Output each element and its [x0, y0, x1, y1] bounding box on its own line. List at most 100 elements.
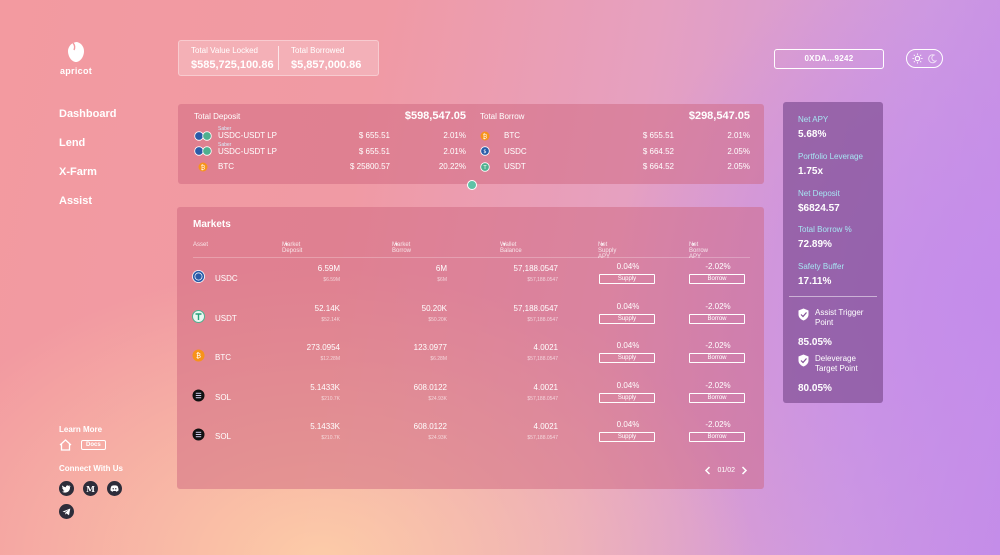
svg-text:T: T	[482, 165, 487, 171]
tvl-value: $585,725,100.86	[191, 59, 274, 71]
usdc-icon	[192, 270, 205, 283]
sort-caret-icon: ▼	[691, 242, 696, 248]
safety-buffer: Safety Buffer 17.11%	[798, 262, 844, 287]
borrowed-label: Total Borrowed	[291, 46, 345, 55]
total-borrow-pct-label: Total Borrow %	[798, 225, 852, 234]
market-deposit-cell: 5.1433K $210.7K	[277, 383, 340, 402]
total-deposit-label: Total Deposit	[194, 111, 241, 121]
discord-icon[interactable]	[107, 481, 122, 496]
asset-amount: $ 664.52	[642, 146, 674, 156]
borrow-row[interactable]: $ USDC $ 664.52 2.05%	[480, 144, 750, 160]
supply-button[interactable]: Supply	[599, 274, 655, 284]
asset-amount: $ 25800.57	[349, 162, 390, 172]
usdc-usdt-lp-icon	[194, 131, 218, 141]
theme-toggle[interactable]	[906, 49, 943, 68]
sort-caret-icon: ▼	[284, 242, 289, 248]
wallet-button[interactable]: 0XDA...9242	[774, 49, 884, 69]
total-borrow-pct-value: 72.89%	[798, 239, 832, 250]
wallet-balance-usd: $57,188.0547	[527, 277, 558, 283]
borrow-button[interactable]: Borrow	[689, 274, 745, 284]
asset-pct: 2.01%	[443, 146, 466, 156]
nav-lend[interactable]: Lend	[59, 137, 86, 149]
col-asset: Asset	[193, 242, 209, 248]
borrow-row[interactable]: ₿ BTC $ 655.51 2.01%	[480, 128, 750, 144]
assist-trigger-value: 85.05%	[798, 337, 832, 348]
table-header: Asset Market Deposit ▼ Market Borrow ▼ Wal…	[177, 242, 764, 260]
supply-button[interactable]: Supply	[599, 353, 655, 363]
usdc-usdt-lp-icon	[194, 146, 218, 156]
borrow-button[interactable]: Borrow	[689, 432, 745, 442]
chevron-right-icon[interactable]	[741, 466, 748, 475]
borrow-apy-value: -2.02%	[705, 301, 731, 311]
market-row[interactable]: USDT 52.14K $52.14K 50.20K $50.20K 57,188.054…	[177, 302, 764, 338]
borrow-button[interactable]: Borrow	[689, 313, 745, 324]
wallet-balance-cell: 4.0021 $57,188.0547	[477, 422, 558, 441]
borrow-button[interactable]: Borrow	[689, 392, 745, 403]
home-icon[interactable]	[59, 439, 72, 451]
twitter-icon[interactable]	[59, 481, 74, 496]
net-apy: Net APY 5.68%	[798, 115, 828, 140]
medium-icon[interactable]: M	[83, 481, 98, 496]
wallet-balance-value: 4.0021	[533, 382, 558, 392]
market-borrow-value: 6M	[435, 264, 447, 273]
wallet-balance-usd: $57,188.0547	[527, 356, 558, 362]
supply-button[interactable]: Supply	[599, 392, 655, 403]
col-market-deposit-label: Market Deposit	[282, 242, 303, 254]
supply-button[interactable]: Supply	[599, 313, 655, 324]
total-borrow-pct: Total Borrow % 72.89%	[798, 225, 852, 250]
asset-name: USDT	[504, 162, 526, 172]
borrow-apy-cell: -2.02% Borrow	[689, 262, 747, 284]
shield-icon	[798, 354, 809, 367]
market-deposit-cell: 5.1433K $210.7K	[277, 422, 340, 441]
market-borrow-usd: $24.93K	[428, 435, 447, 441]
telegram-icon[interactable]	[59, 504, 74, 519]
deposit-row[interactable]: ₿ BTC $ 25800.57 20.22%	[194, 159, 466, 175]
borrow-apy-value: -2.02%	[705, 380, 731, 390]
asset-name: USDC	[504, 146, 527, 156]
nav-dashboard[interactable]: Dashboard	[59, 108, 117, 120]
usdt-icon	[192, 309, 205, 323]
borrow-row[interactable]: T USDT $ 664.52 2.05%	[480, 159, 750, 175]
docs-button[interactable]: Docs	[81, 440, 106, 450]
wallet-balance-value: 57,188.0547	[513, 303, 559, 313]
assist-trigger-value-wrap: 85.05%	[798, 332, 832, 348]
supply-button[interactable]: Supply	[599, 432, 655, 442]
brand-logo[interactable]: apricot	[58, 40, 94, 76]
safety-buffer-value: 17.11%	[798, 276, 832, 287]
market-row[interactable]: USDC 6.59M $6.59M 6M $6M 57,188.0547 $57,188.0…	[177, 262, 764, 298]
nav-x-farm[interactable]: X-Farm	[59, 166, 97, 178]
btc-icon: ₿	[194, 162, 218, 172]
deposit-row[interactable]: Saber USDC-USDT LP $ 655.51 2.01%	[194, 126, 466, 144]
sort-caret-icon: ▼	[394, 242, 399, 248]
asset-pct: 2.05%	[727, 146, 750, 156]
borrow-button[interactable]: Borrow	[689, 353, 745, 363]
collapse-toggle-icon[interactable]	[467, 180, 477, 190]
page-indicator: 01/02	[717, 467, 735, 474]
total-borrow-value: $298,547.05	[688, 110, 750, 122]
wallet-balance-value: 4.0021	[533, 343, 558, 352]
col-net-borrow-apy-label: Net Borrow APY	[689, 242, 709, 260]
market-row[interactable]: ₿ BTC 273.0954 $12.28M 123.0977 $6.28M 4.0021 $…	[177, 341, 764, 377]
asset-pct: 2.01%	[727, 131, 750, 141]
wallet-balance-usd: $57,188.0547	[527, 395, 558, 402]
market-row[interactable]: SOL 5.1433K $210.7K 608.0122 $24.93K 4.0021 $5…	[177, 420, 764, 456]
market-deposit-cell: 273.0954 $12.28M	[277, 343, 340, 362]
supply-apy-cell: 0.04% Supply	[599, 341, 657, 363]
market-deposit-cell: 6.59M $6.59M	[277, 264, 340, 283]
supply-apy-value: 0.04%	[616, 420, 640, 429]
tvl-stat: Total Value Locked $585,725,100.86	[179, 41, 278, 75]
chevron-left-icon[interactable]	[704, 466, 711, 475]
wallet-balance-usd: $57,188.0547	[527, 435, 558, 441]
asset-name: SOL	[215, 432, 232, 441]
borrowed-stat: Total Borrowed $5,857,000.86	[278, 46, 378, 71]
market-deposit-value: 5.1433K	[310, 422, 340, 431]
deposit-row[interactable]: Saber USDC-USDT LP $ 655.51 2.01%	[194, 142, 466, 160]
borrow-apy-value: -2.02%	[705, 420, 731, 429]
market-row[interactable]: SOL 5.1433K $210.7K 608.0122 $24.93K 4.0021 $5…	[177, 381, 764, 417]
assist-trigger: Assist Trigger Point	[798, 308, 873, 328]
asset-name: USDC-USDT LP	[218, 146, 277, 156]
net-deposit-value: $6824.57	[798, 203, 840, 214]
leverage-label: Portfolio Leverage	[798, 152, 863, 161]
nav-assist[interactable]: Assist	[59, 195, 93, 207]
market-deposit-value: 6.59M	[317, 264, 340, 273]
